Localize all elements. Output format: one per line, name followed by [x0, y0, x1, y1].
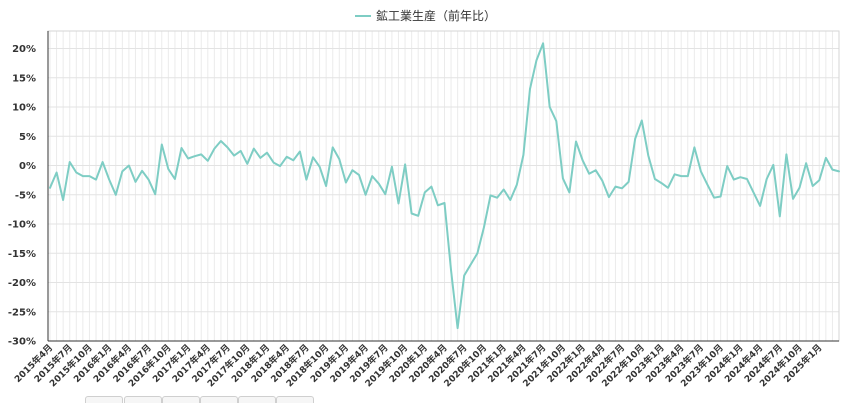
- y-tick-label: 10%: [12, 103, 36, 114]
- grid-lines: [48, 31, 840, 342]
- legend[interactable]: 鉱工業生産（前年比）: [355, 8, 496, 23]
- y-tick-label: -10%: [8, 220, 36, 231]
- y-tick-label: -15%: [8, 249, 36, 260]
- y-tick-label: 0%: [19, 161, 36, 172]
- legend-label: 鉱工業生産（前年比）: [376, 8, 496, 23]
- series-lines: [49, 42, 840, 330]
- y-tick-label: -25%: [8, 307, 36, 318]
- x-tick-labels: 2015年4月2015年7月2015年10月2016年1月2016年4月2016…: [12, 342, 825, 390]
- y-tick-label: -30%: [8, 337, 36, 348]
- y-tick-label: -5%: [15, 190, 36, 201]
- y-tick-label: 5%: [19, 132, 36, 143]
- axes: [47, 30, 840, 342]
- series-line: [49, 42, 840, 330]
- y-tick-label: 20%: [12, 44, 36, 55]
- y-tick-labels: 20% 15% 10% 5% 0% -5% -10% -15% -20% -25% -30%: [8, 44, 36, 347]
- y-tick-label: -20%: [8, 278, 36, 289]
- y-tick-label: 15%: [12, 73, 36, 84]
